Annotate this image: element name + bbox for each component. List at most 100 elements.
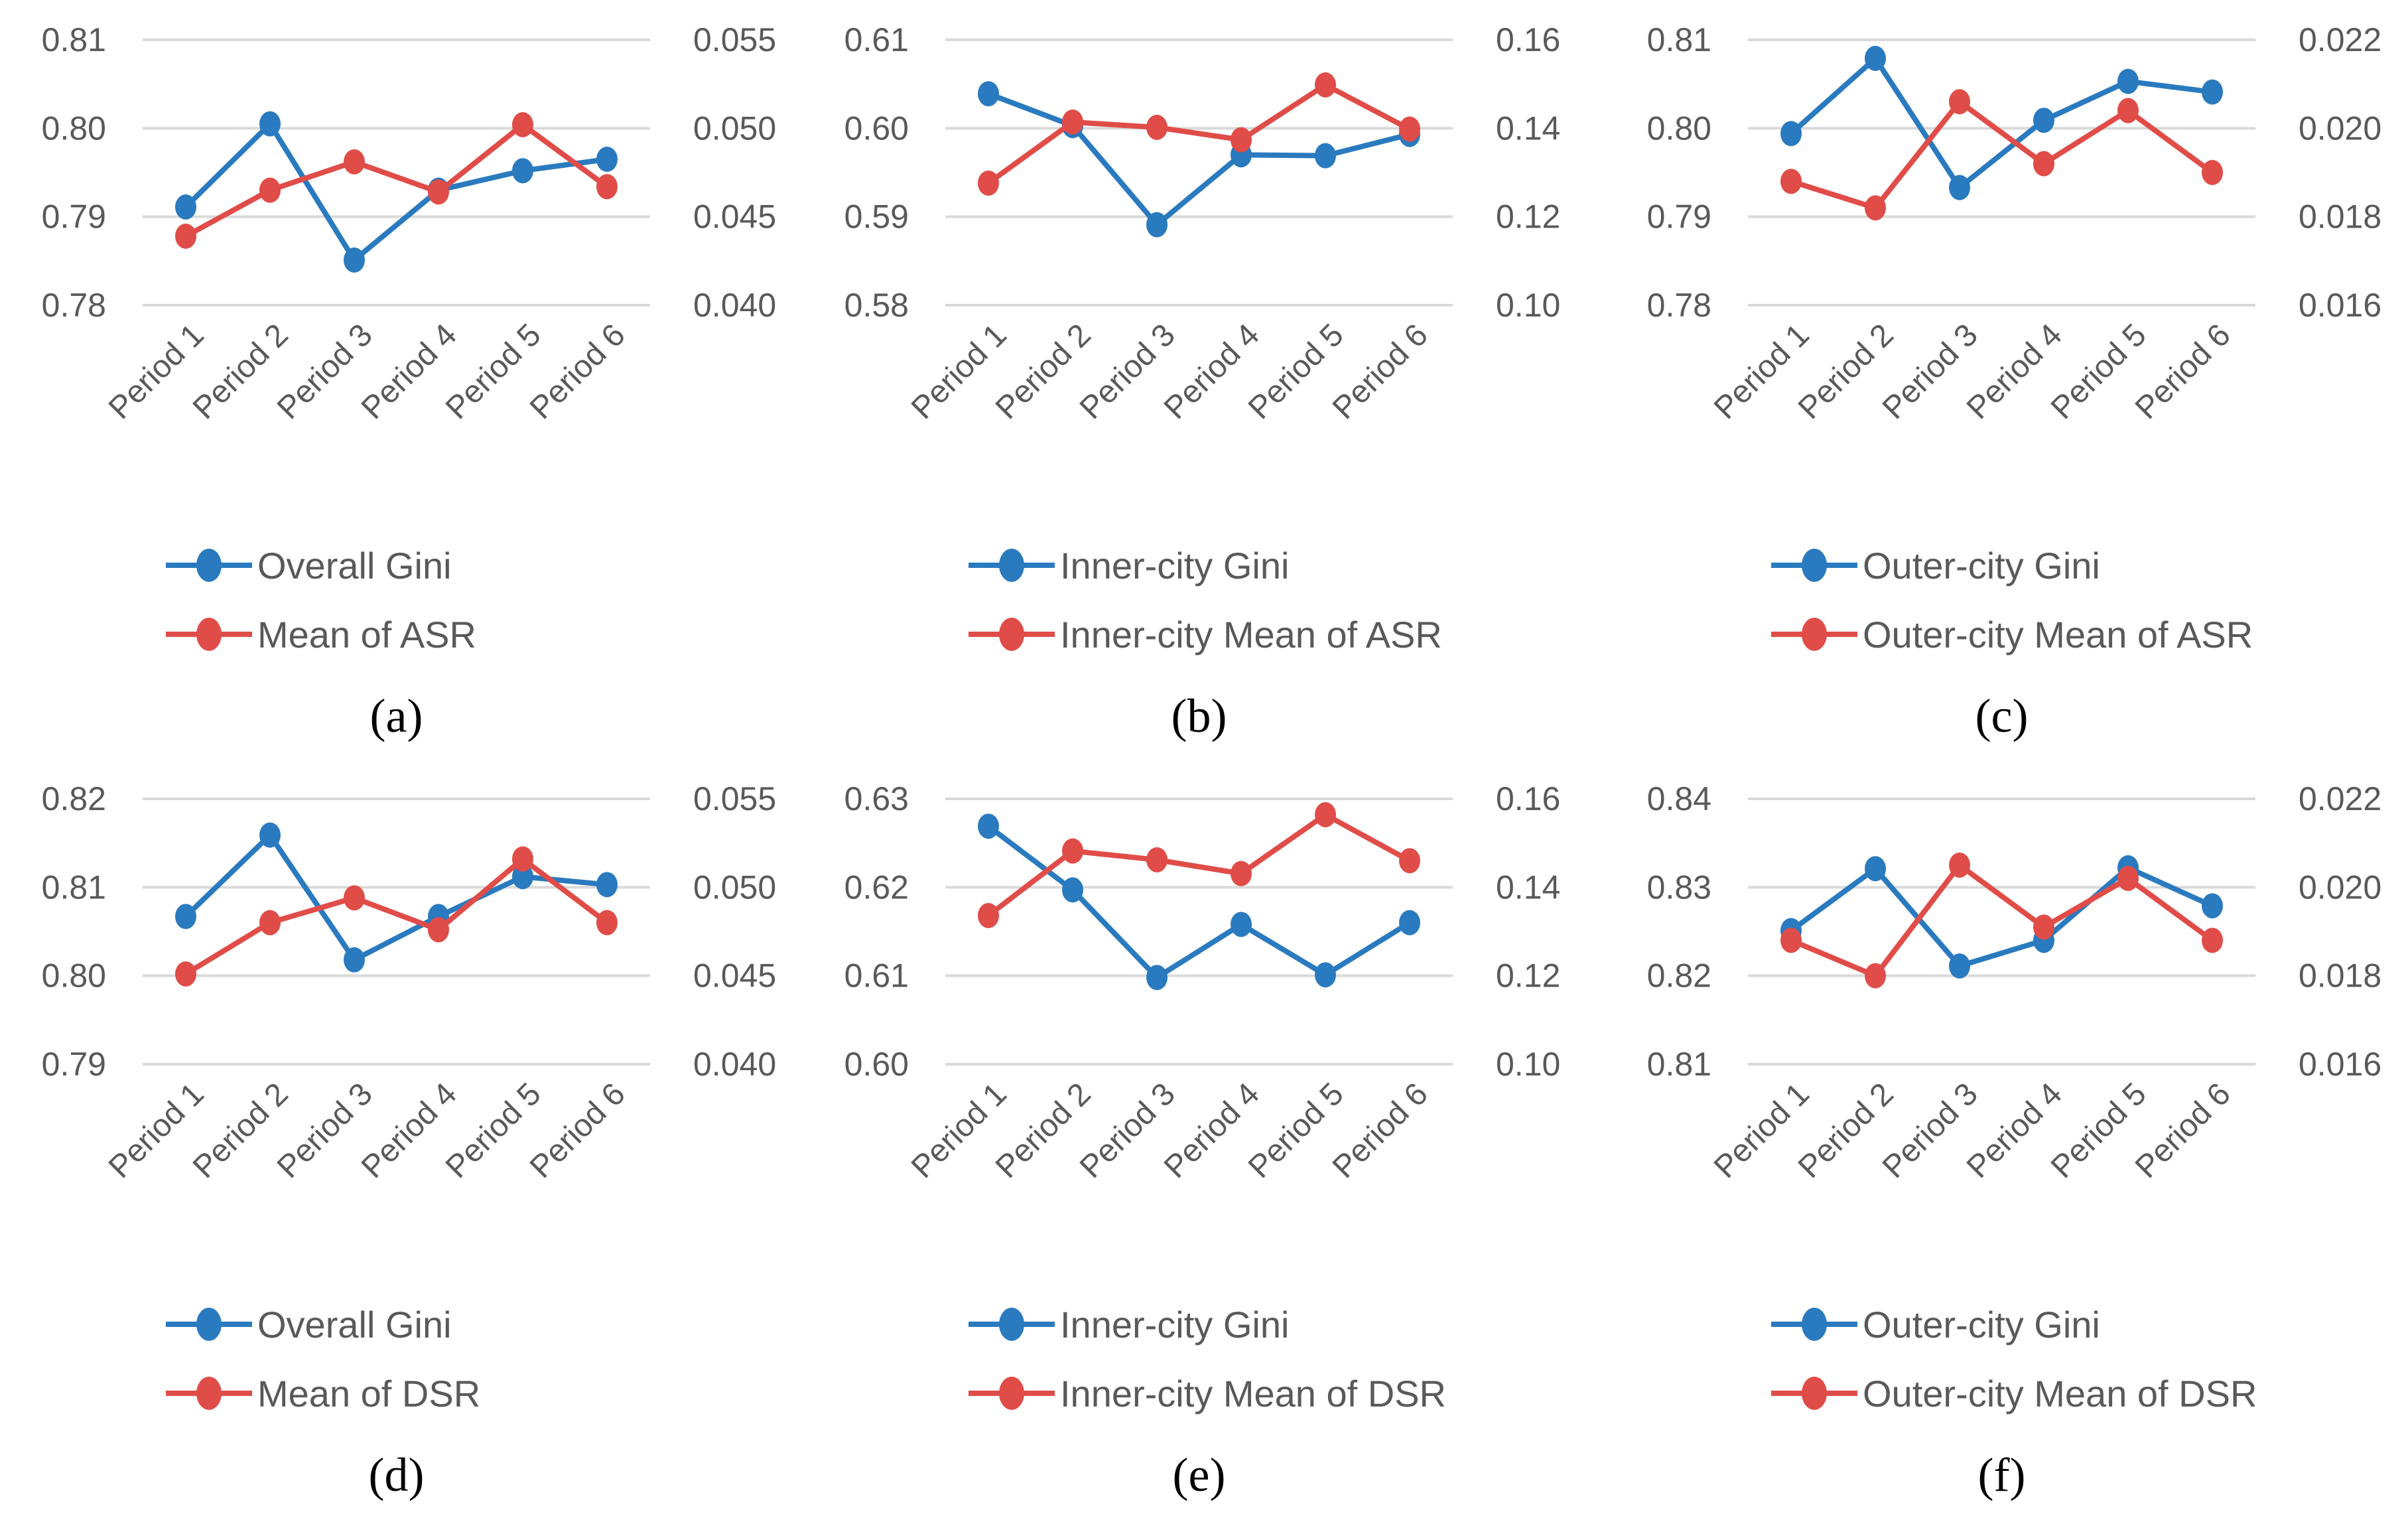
legend-item: Overall Gini — [166, 531, 476, 600]
legend-label: Outer-city Gini — [1863, 544, 2100, 586]
data-point-marker — [344, 885, 365, 911]
data-point-marker — [1949, 89, 1970, 115]
data-point-marker — [1949, 174, 1970, 200]
data-point-marker — [1780, 121, 1802, 147]
right-axis-tick-label: 0.016 — [2299, 287, 2381, 324]
left-axis-tick-label: 0.81 — [42, 21, 106, 58]
series-marker-icon — [969, 1308, 1055, 1341]
series-line — [1790, 862, 2214, 979]
right-axis-tick-label: 0.12 — [1496, 957, 1560, 995]
chart-b-panel: 0.61 0.16 0.60 0.14 0.59 0.12 0.58 0.10 Period 1… — [803, 0, 1605, 759]
series-marker-icon — [969, 1377, 1055, 1410]
data-point-marker — [1146, 115, 1168, 140]
x-axis-category-label: Period 6 — [2129, 1076, 2238, 1185]
left-axis-tick-label: 0.79 — [1647, 198, 1711, 236]
data-point-marker — [1399, 910, 1420, 935]
left-axis-tick-label: 0.80 — [1647, 109, 1711, 147]
legend-item: Inner-city Mean of ASR — [969, 600, 1442, 669]
left-axis-tick-label: 0.80 — [42, 109, 106, 147]
legend-item: Mean of ASR — [166, 600, 476, 669]
left-axis-tick-label: 0.60 — [844, 109, 909, 147]
series-marker-icon — [166, 618, 252, 651]
left-axis-tick-label: 0.81 — [1647, 21, 1711, 58]
data-point-marker — [2202, 160, 2223, 185]
data-point-marker — [259, 822, 281, 848]
left-axis-tick-label: 0.58 — [844, 287, 909, 324]
data-point-marker — [512, 864, 533, 890]
series-line — [184, 121, 608, 263]
right-axis-tick-label: 0.055 — [693, 780, 776, 817]
legend-item: Outer-city Mean of DSR — [1771, 1359, 2257, 1428]
data-point-marker — [175, 904, 196, 930]
data-point-marker — [1315, 802, 1336, 827]
data-point-marker — [259, 177, 281, 203]
left-axis-tick-label: 0.63 — [844, 780, 909, 817]
data-point-marker — [596, 174, 618, 200]
x-axis-category-label: Period 6 — [523, 1076, 632, 1185]
data-point-marker — [344, 149, 365, 174]
chart-c-panel: 0.81 0.022 0.80 0.020 0.79 0.018 0.78 0.016 Peri… — [1605, 0, 2408, 759]
series-marker-icon — [166, 1377, 252, 1410]
legend-item: Outer-city Mean of ASR — [1771, 600, 2253, 669]
right-axis-tick-label: 0.040 — [693, 287, 776, 324]
data-point-marker — [175, 961, 196, 987]
left-axis-tick-label: 0.79 — [42, 198, 106, 236]
data-point-marker — [344, 947, 365, 973]
legend-item: Inner-city Mean of DSR — [969, 1359, 1446, 1428]
data-point-marker — [1315, 72, 1336, 98]
series-line — [1789, 56, 2213, 190]
data-point-marker — [596, 910, 618, 935]
data-point-marker — [978, 81, 999, 107]
data-point-marker — [1865, 963, 1886, 989]
legend-item: Mean of DSR — [166, 1359, 480, 1428]
right-axis-tick-label: 0.018 — [2299, 198, 2381, 236]
data-point-marker — [259, 910, 281, 935]
chart-caption: (e) — [1172, 1448, 1226, 1501]
right-axis-tick-label: 0.022 — [2299, 780, 2381, 817]
legend-label: Inner-city Mean of DSR — [1060, 1372, 1446, 1414]
left-axis-tick-label: 0.61 — [844, 21, 909, 58]
data-point-marker — [344, 247, 365, 273]
legend-item: Inner-city Gini — [969, 531, 1442, 600]
right-axis-tick-label: 0.050 — [693, 868, 776, 906]
right-axis-tick-label: 0.045 — [693, 957, 776, 995]
chart-d-plot: 0.82 0.055 0.81 0.050 0.80 0.045 0.79 0.040 Peri… — [42, 780, 776, 1185]
legend-label: Outer-city Mean of DSR — [1863, 1372, 2257, 1414]
data-point-marker — [978, 903, 999, 928]
chart-f-panel: 0.84 0.022 0.83 0.020 0.82 0.018 0.81 0.016 Peri… — [1605, 759, 2408, 1518]
legend-label: Inner-city Gini — [1060, 1303, 1290, 1346]
left-axis-tick-label: 0.82 — [1647, 957, 1711, 995]
data-point-marker — [1949, 953, 1970, 979]
data-point-marker — [512, 158, 533, 184]
series-marker-icon — [166, 1308, 252, 1341]
right-axis-tick-label: 0.12 — [1496, 198, 1560, 236]
chart-c-plot: 0.81 0.022 0.80 0.020 0.79 0.018 0.78 0.016 Peri… — [1647, 21, 2381, 426]
data-point-marker — [2033, 914, 2054, 940]
x-axis-category-label: Period 6 — [1326, 1076, 1435, 1185]
x-axis-category-label: Period 6 — [2129, 317, 2238, 426]
series-marker-icon — [1771, 1377, 1857, 1410]
right-axis-tick-label: 0.14 — [1496, 109, 1560, 147]
left-axis-tick-label: 0.79 — [42, 1046, 106, 1083]
data-point-marker — [1315, 143, 1336, 169]
series-marker-icon — [1771, 618, 1857, 651]
right-axis-tick-label: 0.10 — [1496, 287, 1560, 324]
right-axis-tick-label: 0.16 — [1496, 780, 1560, 817]
data-point-marker — [2117, 98, 2139, 123]
data-point-marker — [1231, 127, 1252, 153]
left-axis-tick-label: 0.62 — [844, 868, 909, 906]
data-point-marker — [1865, 46, 1886, 71]
right-axis-tick-label: 0.020 — [2299, 868, 2381, 906]
data-point-marker — [1146, 847, 1168, 872]
data-point-marker — [2033, 151, 2054, 176]
legend-label: Outer-city Gini — [1863, 1303, 2100, 1346]
data-point-marker — [175, 224, 196, 249]
data-point-marker — [2033, 107, 2054, 133]
chart-caption: (d) — [368, 1448, 425, 1501]
data-point-marker — [512, 112, 533, 137]
legend-item: Inner-city Gini — [969, 1290, 1446, 1359]
data-point-marker — [1865, 856, 1886, 882]
data-point-marker — [1315, 962, 1336, 988]
